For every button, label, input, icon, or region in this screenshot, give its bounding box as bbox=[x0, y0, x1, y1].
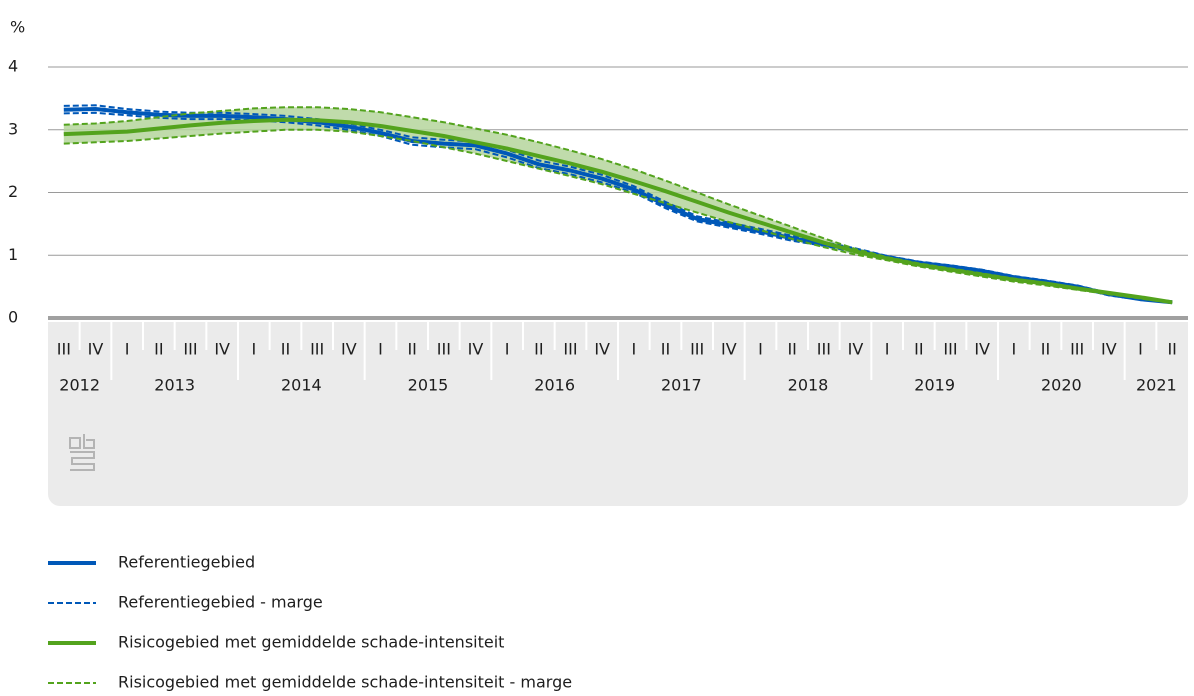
year-label: 2015 bbox=[408, 376, 449, 395]
x-tick-label: III bbox=[57, 340, 71, 359]
x-tick-label: III bbox=[943, 340, 957, 359]
x-tick-label: I bbox=[1011, 340, 1016, 359]
y-tick-label: 0 bbox=[8, 308, 18, 327]
margin-line bbox=[63, 106, 1173, 303]
x-tick-label: I bbox=[505, 340, 510, 359]
x-tick-label: IV bbox=[214, 340, 230, 359]
logo bbox=[69, 434, 95, 471]
x-tick-label: II bbox=[1041, 340, 1050, 359]
x-tick-label: IV bbox=[721, 340, 737, 359]
y-tick-label: 2 bbox=[8, 182, 18, 201]
year-label: 2018 bbox=[788, 376, 829, 395]
x-tick-label: III bbox=[183, 340, 197, 359]
x-tick-label: II bbox=[407, 340, 416, 359]
year-label: 2020 bbox=[1041, 376, 1082, 395]
x-tick-label: II bbox=[1167, 340, 1176, 359]
x-tick-label: I bbox=[758, 340, 763, 359]
year-label: 2013 bbox=[154, 376, 195, 395]
x-tick-label: I bbox=[631, 340, 636, 359]
x-tick-label: I bbox=[1138, 340, 1143, 359]
legend-label: Risicogebied met gemiddelde schade-inten… bbox=[118, 673, 572, 692]
x-tick-label: I bbox=[125, 340, 130, 359]
year-label: 2012 bbox=[59, 376, 100, 395]
year-label: 2017 bbox=[661, 376, 702, 395]
x-tick-label: IV bbox=[468, 340, 484, 359]
series-line bbox=[63, 107, 1173, 305]
x-tick-label: II bbox=[787, 340, 796, 359]
x-tick-label: I bbox=[378, 340, 383, 359]
x-tick-label: I bbox=[885, 340, 890, 359]
margin-line bbox=[63, 128, 1173, 304]
y-axis-label: % bbox=[10, 18, 25, 37]
x-tick-label: IV bbox=[848, 340, 864, 359]
series-line bbox=[63, 117, 1173, 305]
legend-label: Referentiegebied bbox=[118, 553, 255, 572]
x-tick-label: IV bbox=[974, 340, 990, 359]
y-tick-label: 3 bbox=[8, 119, 18, 138]
axis-panel bbox=[48, 322, 1188, 506]
year-label: 2014 bbox=[281, 376, 322, 395]
x-tick-label: III bbox=[690, 340, 704, 359]
x-tick-label: III bbox=[1070, 340, 1084, 359]
x-tick-label: IV bbox=[594, 340, 610, 359]
y-tick-label: 4 bbox=[8, 57, 18, 76]
x-tick-label: IV bbox=[88, 340, 104, 359]
x-tick-label: II bbox=[534, 340, 543, 359]
x-tick-label: I bbox=[251, 340, 256, 359]
x-tick-label: IV bbox=[1101, 340, 1117, 359]
year-label: 2021 bbox=[1136, 376, 1177, 395]
x-tick-label: II bbox=[661, 340, 670, 359]
x-tick-label: III bbox=[310, 340, 324, 359]
y-tick-label: 1 bbox=[8, 245, 18, 264]
x-tick-label: II bbox=[154, 340, 163, 359]
year-label: 2019 bbox=[914, 376, 955, 395]
x-tick-label: IV bbox=[341, 340, 357, 359]
x-tick-label: III bbox=[437, 340, 451, 359]
year-label: 2016 bbox=[534, 376, 575, 395]
x-tick-label: II bbox=[281, 340, 290, 359]
margin-line bbox=[63, 104, 1173, 303]
x-tick-label: III bbox=[563, 340, 577, 359]
legend-label: Risicogebied met gemiddelde schade-inten… bbox=[118, 633, 504, 652]
x-tick-label: III bbox=[817, 340, 831, 359]
legend-label: Referentiegebied - marge bbox=[118, 593, 323, 612]
x-tick-label: II bbox=[914, 340, 923, 359]
